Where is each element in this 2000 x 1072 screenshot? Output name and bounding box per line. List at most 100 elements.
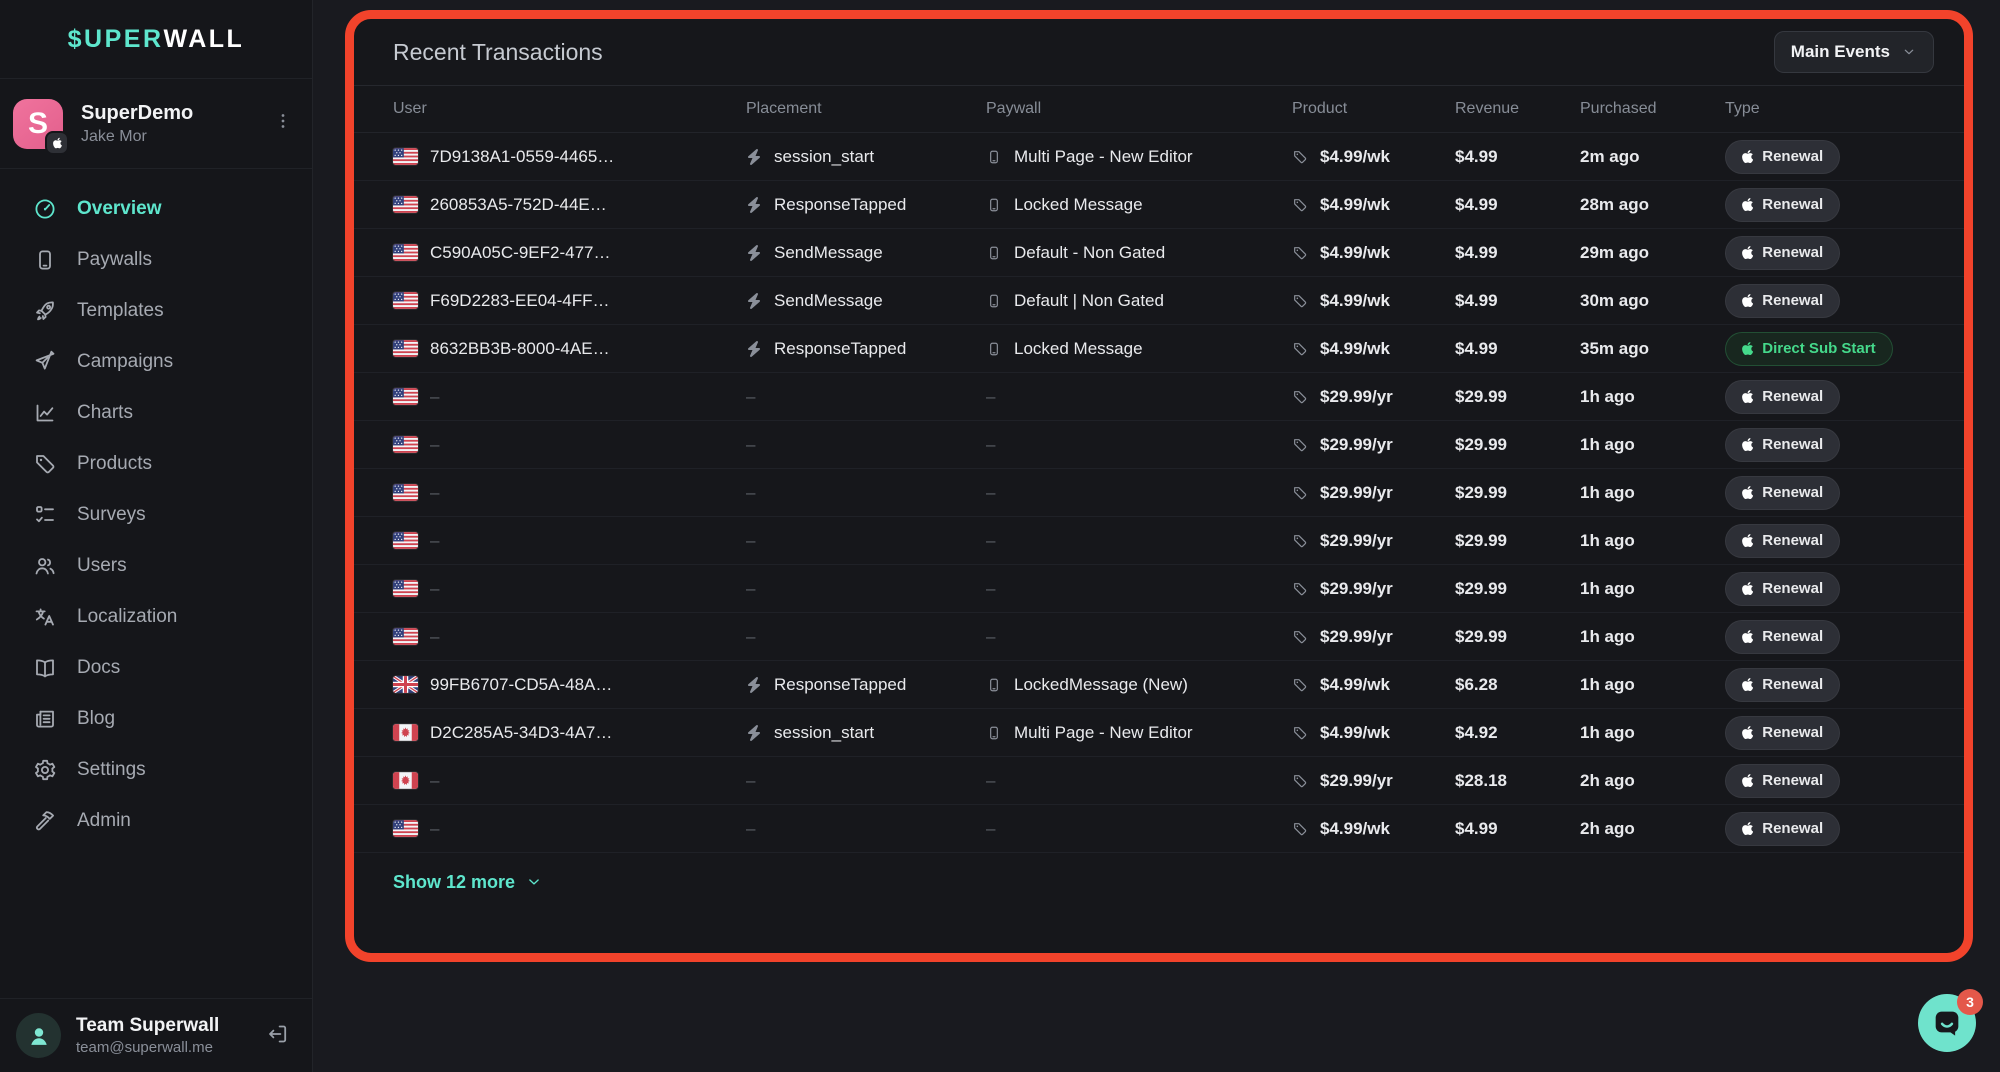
paywall-cell: Locked Message [986, 195, 1292, 215]
table-row[interactable]: 260853A5-752D-44E… ResponseTapped Locked M… [354, 181, 1964, 229]
sidebar-item-docs[interactable]: Docs [0, 642, 312, 693]
paywall-name: – [986, 530, 996, 550]
placement-cell: SendMessage [746, 243, 986, 263]
flag-gb-icon [393, 676, 418, 693]
user-cell: – [393, 387, 746, 407]
revenue-value: $29.99 [1455, 626, 1507, 646]
flag-us-icon [393, 484, 418, 501]
table-row[interactable]: – – – $29.99/yr $29.99 1h ago Renewal [354, 373, 1964, 421]
table-row[interactable]: – – – $4.99/wk $4.99 2h ago Renewal [354, 805, 1964, 853]
paywall-cell: Multi Page - New Editor [986, 723, 1292, 743]
table-row[interactable]: 99FB6707-CD5A-48A… ResponseTapped LockedMe… [354, 661, 1964, 709]
product-cell: $29.99/yr [1292, 387, 1455, 407]
table-row[interactable]: – – – $29.99/yr $29.99 1h ago Renewal [354, 469, 1964, 517]
flag-us-icon [393, 532, 418, 549]
product-cell: $4.99/wk [1292, 819, 1455, 839]
account-name: Team Superwall [76, 1015, 220, 1036]
product-cell: $29.99/yr [1292, 483, 1455, 503]
app-owner: Jake Mor [81, 127, 147, 145]
paywall-cell: LockedMessage (New) [986, 675, 1292, 695]
placement-name: – [746, 530, 756, 550]
sidebar-item-users[interactable]: Users [0, 540, 312, 591]
revenue-value: $4.99 [1455, 818, 1498, 838]
type-badge: Renewal [1725, 235, 1841, 270]
paywall-name: – [986, 578, 996, 598]
user-cell: – [393, 771, 746, 791]
product-cell: $4.99/wk [1292, 243, 1455, 263]
sidebar-item-localization[interactable]: Localization [0, 591, 312, 642]
placement-name: – [746, 434, 756, 454]
sidebar-item-overview[interactable]: Overview [0, 183, 312, 234]
tag-icon [1292, 533, 1308, 549]
kebab-menu-icon[interactable] [272, 110, 294, 137]
tag-icon [1292, 437, 1308, 453]
sidebar-item-paywalls[interactable]: Paywalls [0, 234, 312, 285]
purchased-cell: 1h ago [1580, 483, 1725, 503]
logout-button[interactable] [266, 1022, 290, 1049]
sidebar-item-label: Paywalls [77, 248, 152, 270]
phone-icon [986, 725, 1002, 741]
product-cell: $4.99/wk [1292, 675, 1455, 695]
table-row[interactable]: 8632BB3B-8000-4AE… ResponseTapped Locked M… [354, 325, 1964, 373]
table-row[interactable]: – – – $29.99/yr $29.99 1h ago Renewal [354, 517, 1964, 565]
table-row[interactable]: 7D9138A1-0559-4465… session_start Multi Pa… [354, 133, 1964, 181]
sidebar-item-surveys[interactable]: Surveys [0, 489, 312, 540]
apple-icon [1742, 293, 1754, 308]
sidebar-item-charts[interactable]: Charts [0, 387, 312, 438]
events-filter-dropdown[interactable]: Main Events [1773, 31, 1934, 73]
paywall-name: – [986, 818, 996, 838]
type-cell: Renewal [1725, 379, 1934, 414]
sidebar-item-campaigns[interactable]: Campaigns [0, 336, 312, 387]
flag-us-icon [393, 436, 418, 453]
flag-us-icon [393, 292, 418, 309]
sidebar-item-label: Localization [77, 605, 178, 627]
flag-us-icon [393, 196, 418, 213]
type-badge: Renewal [1725, 139, 1841, 174]
type-cell: Renewal [1725, 283, 1934, 318]
user-id: D2C285A5-34D3-4A7… [430, 722, 613, 742]
show-more-button[interactable]: Show 12 more [393, 872, 543, 893]
phone-icon [986, 197, 1002, 213]
product-price: $4.99/wk [1320, 194, 1390, 214]
paywall-cell: – [986, 627, 1292, 647]
placement-name: – [746, 482, 756, 502]
superwall-logo: $UPER WALL [0, 0, 312, 79]
paywall-cell: Default - Non Gated [986, 243, 1292, 263]
product-price: $4.99/wk [1320, 722, 1390, 742]
apple-icon [1742, 773, 1754, 788]
placement-cell: – [746, 435, 986, 455]
sidebar-item-blog[interactable]: Blog [0, 693, 312, 744]
purchased-time: 30m ago [1580, 290, 1649, 310]
placement-cell: – [746, 819, 986, 839]
purchased-time: 1h ago [1580, 674, 1635, 694]
table-row[interactable]: C590A05C-9EF2-477… SendMessage Default - N… [354, 229, 1964, 277]
paywall-cell: Default | Non Gated [986, 291, 1292, 311]
paywall-name: – [986, 434, 996, 454]
type-badge: Renewal [1725, 571, 1841, 606]
table-row[interactable]: – – – $29.99/yr $29.99 1h ago Renewal [354, 613, 1964, 661]
placement-cell: – [746, 771, 986, 791]
app-switcher[interactable]: S SuperDemo Jake Mor [0, 79, 312, 169]
purchased-time: 1h ago [1580, 626, 1635, 646]
sidebar-item-settings[interactable]: Settings [0, 744, 312, 795]
sidebar-item-templates[interactable]: Templates [0, 285, 312, 336]
table-row[interactable]: F69D2283-EE04-4FF… SendMessage Default | N… [354, 277, 1964, 325]
placement-name: – [746, 578, 756, 598]
placement-cell: – [746, 627, 986, 647]
paywall-name: Locked Message [1014, 338, 1143, 358]
table-row[interactable]: – – – $29.99/yr $29.99 1h ago Renewal [354, 565, 1964, 613]
column-header-purchased: Purchased [1580, 100, 1657, 117]
tag-icon [1292, 821, 1308, 837]
sidebar-item-admin[interactable]: Admin [0, 795, 312, 846]
tag-icon [1292, 725, 1308, 741]
panel-header: Recent Transactions Main Events [354, 19, 1964, 86]
table-row[interactable]: – – – $29.99/yr $28.18 2h ago Renewal [354, 757, 1964, 805]
revenue-value: $6.28 [1455, 674, 1498, 694]
table-row[interactable]: – – – $29.99/yr $29.99 1h ago Renewal [354, 421, 1964, 469]
sidebar-item-products[interactable]: Products [0, 438, 312, 489]
chat-launcher-button[interactable]: 3 [1918, 989, 1983, 1052]
table-row[interactable]: D2C285A5-34D3-4A7… session_start Multi Pag… [354, 709, 1964, 757]
paywall-name: Default - Non Gated [1014, 242, 1166, 262]
revenue-cell: $29.99 [1455, 579, 1580, 599]
sidebar-nav: Overview Paywalls Templates Campaigns Charts… [0, 169, 312, 860]
